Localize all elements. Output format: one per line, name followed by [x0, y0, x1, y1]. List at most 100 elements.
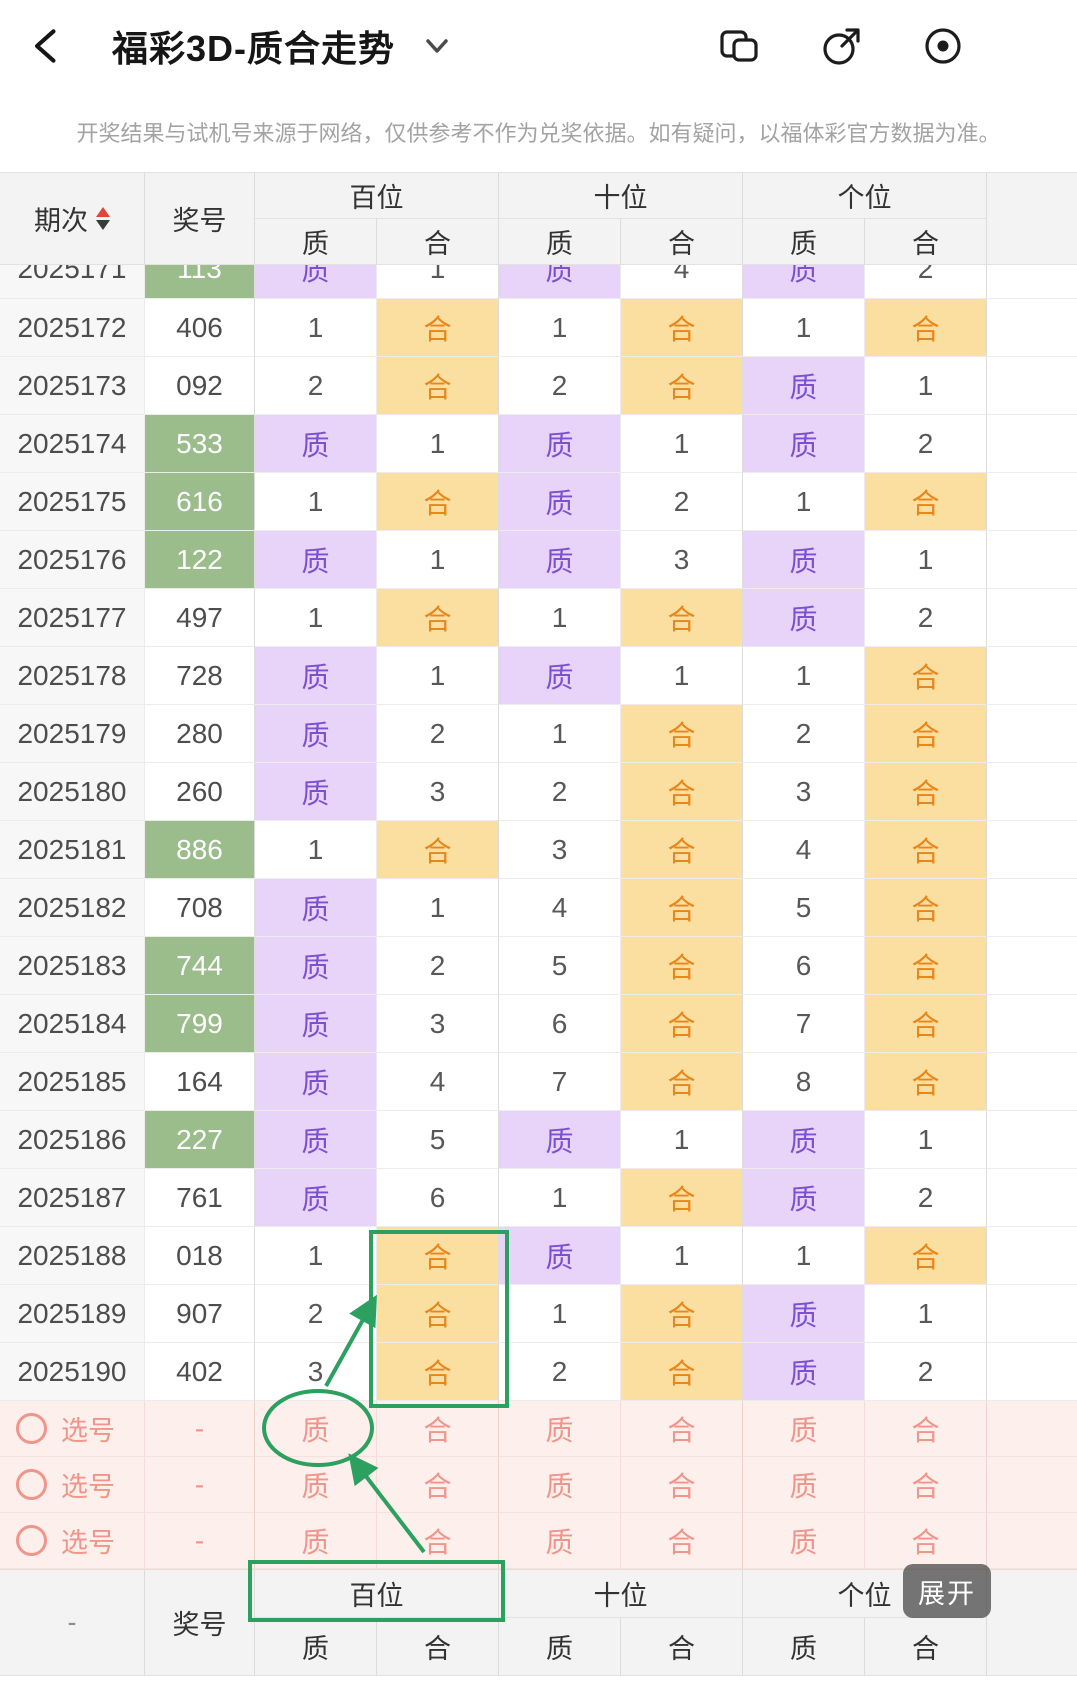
period-cell: 2025180	[0, 763, 145, 821]
zhi-cell: 质	[499, 647, 621, 705]
winning-number-cell: 761	[145, 1169, 255, 1227]
trend-row: 2025177 497 1 合 1 合质 2	[0, 589, 1077, 647]
period-cell: 2025171	[0, 265, 145, 299]
back-button[interactable]	[26, 14, 82, 78]
winning-number-cell: 799	[145, 995, 255, 1053]
footer-group-hundreds: 百位	[255, 1570, 499, 1618]
pick-option-cell[interactable]: 质	[499, 1457, 621, 1513]
miss-count-cell: 1	[743, 647, 865, 705]
pick-option-cell[interactable]: 质	[499, 1401, 621, 1457]
pick-row-header: 选号	[0, 1513, 145, 1569]
pick-label: 选号	[61, 1416, 115, 1446]
miss-count-cell: 3	[621, 531, 743, 589]
miss-count-cell: 8	[743, 1053, 865, 1111]
miss-count-cell: 6	[743, 937, 865, 995]
footer-group-tens: 十位	[499, 1570, 743, 1618]
miss-count-cell: 1	[499, 299, 621, 357]
pick-radio[interactable]	[16, 1525, 47, 1556]
he-cell: 合	[377, 299, 499, 357]
footer-sub-zhi: 质	[499, 1618, 621, 1676]
share-icon[interactable]	[819, 24, 863, 68]
pick-option-cell[interactable]: 质	[499, 1513, 621, 1569]
miss-count-cell: 1	[377, 265, 499, 299]
pick-row: 选号 - 质合质合质合	[0, 1457, 1077, 1513]
he-cell: 合	[377, 1227, 499, 1285]
he-cell: 合	[621, 937, 743, 995]
he-cell: 合	[377, 357, 499, 415]
extra-cell	[987, 1227, 1077, 1285]
miss-count-cell: 2	[865, 589, 987, 647]
zhi-cell: 质	[499, 415, 621, 473]
he-cell: 合	[865, 705, 987, 763]
floating-window-icon[interactable]	[717, 24, 761, 68]
zhi-cell: 质	[499, 1227, 621, 1285]
period-cell: 2025187	[0, 1169, 145, 1227]
pick-option-cell[interactable]: 合	[865, 1457, 987, 1513]
he-cell: 合	[621, 995, 743, 1053]
pick-option-cell[interactable]: 合	[865, 1513, 987, 1569]
pick-option-cell[interactable]: 质	[743, 1513, 865, 1569]
pick-option-cell[interactable]: 合	[621, 1401, 743, 1457]
miss-count-cell: 4	[743, 821, 865, 879]
zhi-cell: 质	[255, 265, 377, 299]
miss-count-cell: 1	[255, 299, 377, 357]
pick-radio[interactable]	[16, 1469, 47, 1500]
group-header-tens: 十位	[499, 173, 743, 219]
he-cell: 合	[865, 937, 987, 995]
extra-cell	[987, 879, 1077, 937]
pick-option-cell[interactable]: 质	[255, 1457, 377, 1513]
period-header-label: 期次	[34, 206, 88, 236]
pick-option-cell[interactable]: 合	[377, 1401, 499, 1457]
he-cell: 合	[621, 357, 743, 415]
extra-cell	[987, 265, 1077, 299]
zhi-cell: 质	[255, 937, 377, 995]
extra-cell	[987, 1111, 1077, 1169]
period-column-header[interactable]: 期次	[0, 173, 145, 265]
pick-option-cell[interactable]: 合	[621, 1457, 743, 1513]
pick-option-cell[interactable]: 合	[377, 1513, 499, 1569]
pick-row-header: 选号	[0, 1457, 145, 1513]
trend-row: 2025181 886 1 合 3 合 4 合	[0, 821, 1077, 879]
miss-count-cell: 1	[377, 531, 499, 589]
pick-option-cell[interactable]: 合	[865, 1401, 987, 1457]
sort-desc-icon[interactable]	[96, 220, 110, 230]
trend-row: 2025184 799 质 3 6 合 7 合	[0, 995, 1077, 1053]
he-cell: 合	[377, 1285, 499, 1343]
pick-option-cell[interactable]: 质	[743, 1457, 865, 1513]
expand-button[interactable]: 展开	[903, 1564, 991, 1618]
miss-count-cell: 2	[499, 763, 621, 821]
pick-dash-cell: -	[145, 1513, 255, 1569]
period-cell: 2025189	[0, 1285, 145, 1343]
he-cell: 合	[621, 763, 743, 821]
table-body: 2025171 113 质 1 质 4 质 2 2025172 406 1 合 1 合 1 合 2025173 0…	[0, 265, 1077, 1401]
record-icon[interactable]	[921, 24, 965, 68]
period-cell: 2025179	[0, 705, 145, 763]
zhi-cell: 质	[499, 531, 621, 589]
pick-option-cell[interactable]: 质	[255, 1401, 377, 1457]
trend-row: 2025182 708 质 1 4 合 5 合	[0, 879, 1077, 937]
he-cell: 合	[865, 647, 987, 705]
pick-option-cell[interactable]: 合	[621, 1513, 743, 1569]
pick-option-cell[interactable]: 质	[255, 1513, 377, 1569]
he-cell: 合	[621, 1343, 743, 1401]
he-cell: 合	[621, 299, 743, 357]
sort-icons	[96, 207, 110, 230]
winning-number-cell: 728	[145, 647, 255, 705]
extra-cell	[987, 1343, 1077, 1401]
miss-count-cell: 2	[743, 705, 865, 763]
miss-count-cell: 1	[499, 589, 621, 647]
footer-sub-he: 合	[865, 1618, 987, 1676]
trend-row: 2025183 744 质 2 5 合 6 合	[0, 937, 1077, 995]
pick-option-cell[interactable]: 合	[377, 1457, 499, 1513]
title-dropdown[interactable]: 福彩3D-质合走势	[112, 20, 453, 72]
trend-row: 2025171 113 质 1 质 4 质 2	[0, 265, 1077, 299]
pick-option-cell[interactable]: 质	[743, 1401, 865, 1457]
miss-count-cell: 2	[255, 1285, 377, 1343]
miss-count-cell: 7	[743, 995, 865, 1053]
extra-cell	[987, 1401, 1077, 1457]
sort-asc-icon[interactable]	[96, 207, 110, 217]
number-column-header: 奖号	[145, 173, 255, 265]
trend-row: 2025179 280 质 2 1 合 2 合	[0, 705, 1077, 763]
pick-radio[interactable]	[16, 1413, 47, 1444]
